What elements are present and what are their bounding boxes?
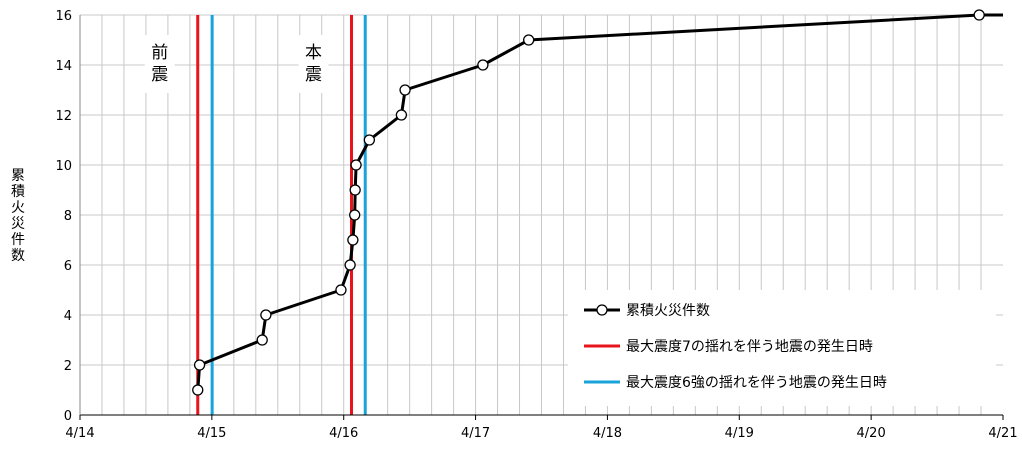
x-tick-label: 4/15	[197, 426, 226, 441]
y-tick-label: 12	[55, 109, 72, 124]
y-tick-label: 8	[64, 209, 72, 224]
x-tick-label: 4/17	[461, 426, 490, 441]
data-point	[349, 209, 361, 221]
y-tick-label: 6	[64, 259, 72, 274]
data-point	[399, 84, 411, 96]
annotation-box	[144, 35, 175, 93]
x-tick-label: 4/18	[593, 426, 622, 441]
data-point	[395, 109, 408, 121]
data-point	[260, 309, 272, 321]
data-point	[347, 234, 359, 246]
legend-label: 最大震度6強の揺れを伴う地震の発生日時	[626, 375, 887, 391]
data-point	[523, 34, 535, 46]
annotation-box	[298, 35, 329, 93]
data-point	[193, 359, 206, 371]
y-axis-title: 累積火災件数	[11, 168, 25, 264]
x-tick-label: 4/19	[725, 426, 754, 441]
legend-label: 累積火災件数	[626, 303, 710, 319]
annotations: 前震 本震	[144, 35, 329, 93]
y-tick-label: 16	[55, 9, 72, 24]
x-tick-label: 4/21	[988, 426, 1017, 441]
data-point	[256, 334, 268, 346]
x-tick-label: 4/14	[65, 426, 94, 441]
data-point	[363, 134, 376, 146]
axes: 4/14 4/15 4/16 4/17 4/18 4/19 4/20 4/21 0 2 4 6 8 10 1…	[11, 9, 1018, 441]
y-tick-label: 14	[55, 59, 72, 74]
data-point	[344, 259, 356, 271]
y-tick-label: 4	[64, 309, 72, 324]
data-point	[335, 284, 347, 296]
annotation-label: 本震	[305, 43, 322, 85]
data-point	[477, 59, 489, 71]
x-tick-label: 4/20	[857, 426, 886, 441]
data-point	[350, 159, 362, 171]
y-tick-label: 2	[64, 359, 72, 374]
data-point	[192, 384, 204, 396]
legend-label: 最大震度7の揺れを伴う地震の発生日時	[626, 339, 873, 355]
y-tick-label: 10	[55, 159, 72, 174]
y-tick-label: 0	[64, 409, 72, 424]
legend-marker	[596, 304, 608, 316]
x-tick-label: 4/16	[329, 426, 358, 441]
legend-box	[568, 290, 996, 406]
annotation-label: 前震	[151, 43, 168, 85]
data-point	[349, 184, 361, 196]
legend: 累積火災件数最大震度7の揺れを伴う地震の発生日時最大震度6強の揺れを伴う地震の発…	[568, 290, 996, 406]
data-point	[973, 9, 985, 21]
series	[192, 9, 1003, 396]
